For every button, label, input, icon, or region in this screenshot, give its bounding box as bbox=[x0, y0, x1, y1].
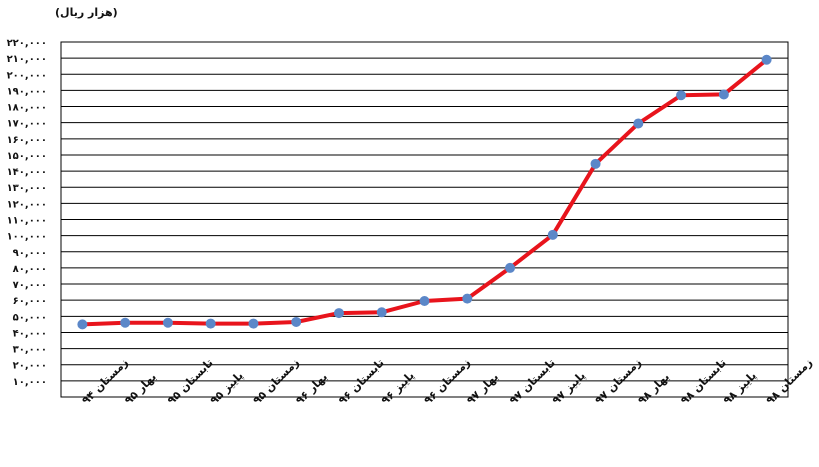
unit-label: (هزار ریال) bbox=[55, 6, 118, 19]
y-tick-label: ۲۰۰,۰۰۰ bbox=[7, 70, 47, 81]
y-axis-tick-labels: ۲۲۰,۰۰۰ ۲۱۰,۰۰۰ ۲۰۰,۰۰۰ ۱۹۰,۰۰۰ ۱۸۰,۰۰۰ ۱۷۰,۰… bbox=[7, 38, 47, 388]
y-tick-label: ۷۰,۰۰۰ bbox=[13, 280, 47, 291]
x-tick-label: بهار ۹۶ bbox=[293, 370, 330, 407]
x-tick-label: پاییز ۹۸ bbox=[721, 369, 759, 407]
series-line bbox=[80, 57, 769, 327]
y-tick-label: ۳۰,۰۰۰ bbox=[13, 345, 47, 356]
x-tick-label: بهار ۹۵ bbox=[122, 370, 159, 407]
gridlines bbox=[60, 41, 789, 398]
data-point bbox=[547, 229, 558, 240]
y-tick-label: ۲۱۰,۰۰۰ bbox=[7, 54, 47, 65]
y-tick-label: ۱۹۰,۰۰۰ bbox=[7, 86, 47, 97]
x-tick-label: پاییز ۹۷ bbox=[550, 369, 588, 407]
x-tick-label: بهار ۹۷ bbox=[464, 370, 501, 407]
data-point bbox=[77, 319, 88, 330]
y-tick-label: ۱۰۰,۰۰۰ bbox=[7, 232, 47, 243]
data-point bbox=[205, 318, 216, 329]
data-point bbox=[291, 316, 302, 327]
y-tick-label: ۱۵۰,۰۰۰ bbox=[7, 151, 47, 162]
y-tick-label: ۱۰,۰۰۰ bbox=[13, 377, 47, 388]
x-tick-label: پاییز ۹۶ bbox=[379, 369, 417, 407]
y-tick-label: ۶۰,۰۰۰ bbox=[13, 296, 47, 307]
data-point bbox=[761, 54, 772, 65]
data-point bbox=[333, 308, 344, 319]
y-tick-label: ۱۸۰,۰۰۰ bbox=[7, 103, 47, 114]
y-tick-label: ۱۲۰,۰۰۰ bbox=[7, 199, 47, 210]
x-tick-label: پاییز ۹۵ bbox=[208, 369, 246, 407]
x-tick-label: زمستان ۹۸ bbox=[764, 356, 815, 407]
data-point bbox=[120, 317, 131, 328]
y-tick-label: ۸۰,۰۰۰ bbox=[13, 264, 47, 275]
data-point-markers bbox=[77, 54, 772, 330]
data-point bbox=[376, 307, 387, 318]
data-point bbox=[718, 89, 729, 100]
data-point bbox=[590, 158, 601, 169]
y-tick-label: ۱۴۰,۰۰۰ bbox=[7, 167, 47, 178]
data-point bbox=[162, 317, 173, 328]
data-point bbox=[505, 262, 516, 273]
y-tick-label: ۴۰,۰۰۰ bbox=[13, 328, 47, 339]
y-tick-label: ۱۷۰,۰۰۰ bbox=[7, 119, 47, 130]
y-tick-label: ۲۲۰,۰۰۰ bbox=[7, 38, 47, 49]
data-point bbox=[462, 293, 473, 304]
data-point bbox=[419, 295, 430, 306]
series-line-group bbox=[80, 57, 769, 327]
y-tick-label: ۵۰,۰۰۰ bbox=[13, 312, 47, 323]
y-tick-label: ۱۶۰,۰۰۰ bbox=[7, 135, 47, 146]
y-tick-label: ۱۱۰,۰۰۰ bbox=[7, 216, 47, 227]
y-tick-label: ۹۰,۰۰۰ bbox=[13, 248, 47, 259]
data-point bbox=[676, 90, 687, 101]
x-tick-label: بهار ۹۸ bbox=[635, 370, 672, 407]
data-point bbox=[633, 118, 644, 129]
y-tick-label: ۱۳۰,۰۰۰ bbox=[7, 183, 47, 194]
y-tick-label: ۲۰,۰۰۰ bbox=[13, 361, 47, 372]
data-point bbox=[248, 318, 259, 329]
